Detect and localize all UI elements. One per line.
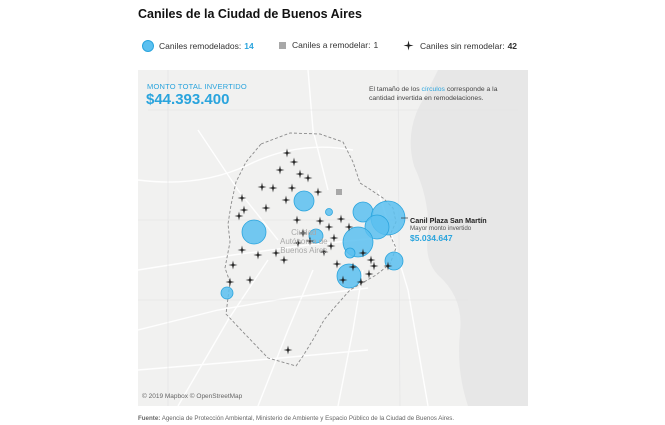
canil-sin-remodelar-marker[interactable] xyxy=(298,228,308,238)
canil-sin-remodelar-marker[interactable] xyxy=(313,187,323,197)
canil-remodelado-marker[interactable] xyxy=(220,286,234,300)
canil-sin-remodelar-marker[interactable] xyxy=(364,269,374,279)
canil-remodelado-marker[interactable] xyxy=(344,247,356,259)
legend-item-a-remodelar[interactable]: Caniles a remodelar: 1 xyxy=(279,40,378,50)
canil-sin-remodelar-marker[interactable] xyxy=(281,195,291,205)
legend-sin-remodelar-label: Caniles sin remodelar: xyxy=(420,40,505,51)
canil-sin-remodelar-marker[interactable] xyxy=(257,182,267,192)
callout-subtitle: Mayor monto invertido xyxy=(410,225,472,232)
canil-sin-remodelar-marker[interactable] xyxy=(292,215,302,225)
canil-sin-remodelar-marker[interactable] xyxy=(239,205,249,215)
canil-sin-remodelar-marker[interactable] xyxy=(289,157,299,167)
canil-sin-remodelar-marker[interactable] xyxy=(369,261,379,271)
canil-sin-remodelar-marker[interactable] xyxy=(332,259,342,269)
callout-value: $5.034.647 xyxy=(410,233,453,243)
canil-sin-remodelar-marker[interactable] xyxy=(295,169,305,179)
canil-remodelado-marker[interactable] xyxy=(336,263,362,289)
gray-square-icon xyxy=(279,41,286,49)
canil-sin-remodelar-marker[interactable] xyxy=(305,236,315,246)
legend: Caniles remodelados: 14 Caniles a remode… xyxy=(0,40,665,54)
canil-sin-remodelar-marker[interactable] xyxy=(293,238,303,248)
canil-sin-remodelar-marker[interactable] xyxy=(261,203,271,213)
city-label: Ciudad Autónoma de Buenos Aires xyxy=(280,228,328,255)
star-cross-icon xyxy=(403,40,414,51)
canil-remodelado-marker[interactable] xyxy=(364,214,390,240)
legend-remodelados-label: Caniles remodelados: xyxy=(159,41,242,51)
callout-name: Canil Plaza San Martín xyxy=(410,216,487,225)
canil-sin-remodelar-marker[interactable] xyxy=(344,222,354,232)
canil-sin-remodelar-marker[interactable] xyxy=(279,255,289,265)
canil-sin-remodelar-marker[interactable] xyxy=(348,262,358,272)
canil-sin-remodelar-marker[interactable] xyxy=(358,248,368,258)
map-note: El tamaño de los círculos corresponde a … xyxy=(369,86,498,102)
canil-sin-remodelar-marker[interactable] xyxy=(271,248,281,258)
page-title: Caniles de la Ciudad de Buenos Aires xyxy=(138,7,362,21)
total-invested-label: MONTO TOTAL INVERTIDO xyxy=(147,82,247,91)
canil-sin-remodelar-marker[interactable] xyxy=(245,275,255,285)
canil-remodelado-marker[interactable] xyxy=(241,219,267,245)
canil-sin-remodelar-marker[interactable] xyxy=(329,233,339,243)
canil-sin-remodelar-marker[interactable] xyxy=(324,222,334,232)
map-basemap xyxy=(138,70,528,406)
canil-sin-remodelar-marker[interactable] xyxy=(225,277,235,287)
canil-remodelado-marker[interactable] xyxy=(325,208,333,216)
canil-remodelado-marker[interactable] xyxy=(293,190,315,212)
canil-sin-remodelar-marker[interactable] xyxy=(356,277,366,287)
canil-sin-remodelar-marker[interactable] xyxy=(283,345,293,355)
source-footer: Fuente: Agencia de Protección Ambiental,… xyxy=(138,415,455,422)
legend-a-remodelar-label: Caniles a remodelar: xyxy=(292,40,371,50)
canil-sin-remodelar-marker[interactable] xyxy=(234,211,244,221)
canil-sin-remodelar-marker[interactable] xyxy=(303,173,313,183)
canil-sin-remodelar-marker[interactable] xyxy=(275,165,285,175)
legend-a-remodelar-count: 1 xyxy=(373,40,379,50)
canil-sin-remodelar-marker[interactable] xyxy=(253,250,263,260)
canil-a-remodelar-marker[interactable] xyxy=(336,189,342,195)
canil-sin-remodelar-marker[interactable] xyxy=(315,216,325,226)
canil-sin-remodelar-marker[interactable] xyxy=(338,275,348,285)
canil-sin-remodelar-marker[interactable] xyxy=(237,193,247,203)
canil-sin-remodelar-marker[interactable] xyxy=(366,255,376,265)
canil-sin-remodelar-marker[interactable] xyxy=(383,261,393,271)
canil-sin-remodelar-markers xyxy=(225,148,393,355)
canil-sin-remodelar-marker[interactable] xyxy=(287,183,297,193)
canil-sin-remodelar-marker[interactable] xyxy=(282,148,292,158)
legend-item-sin-remodelar[interactable]: Caniles sin remodelar: 42 xyxy=(403,40,517,51)
canil-remodelado-marker[interactable] xyxy=(308,228,324,244)
total-invested-value: $44.393.400 xyxy=(146,91,230,108)
canil-sin-remodelar-marker[interactable] xyxy=(237,245,247,255)
canil-sin-remodelar-marker[interactable] xyxy=(336,214,346,224)
canil-sin-remodelar-marker[interactable] xyxy=(326,241,336,251)
map[interactable]: MONTO TOTAL INVERTIDO $44.393.400 El tam… xyxy=(138,70,528,406)
canil-sin-remodelar-marker[interactable] xyxy=(268,183,278,193)
canil-sin-remodelar-marker[interactable] xyxy=(319,247,329,257)
legend-item-remodelados[interactable]: Caniles remodelados: 14 xyxy=(142,40,254,52)
map-attribution: © 2019 Mapbox © OpenStreetMap xyxy=(142,393,243,400)
canil-sin-remodelar-marker[interactable] xyxy=(228,260,238,270)
blue-circle-icon xyxy=(142,40,154,52)
legend-sin-remodelar-count: 42 xyxy=(507,40,518,51)
legend-remodelados-count: 14 xyxy=(244,41,254,51)
